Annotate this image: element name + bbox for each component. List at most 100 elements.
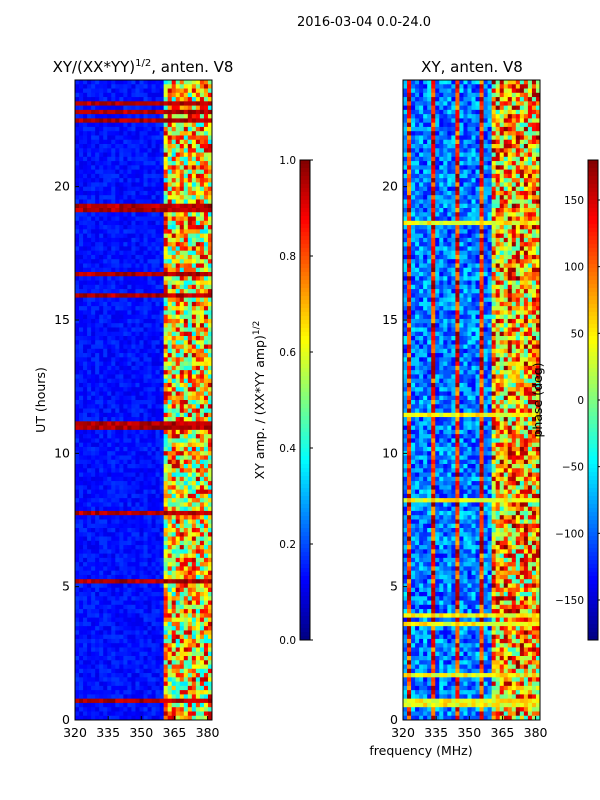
heatmap-cell	[139, 195, 144, 200]
heatmap-cell	[127, 118, 132, 124]
heatmap-cell	[123, 438, 128, 444]
heatmap-cell	[91, 570, 96, 576]
heatmap-cell	[91, 348, 96, 354]
heatmap-cell	[187, 455, 193, 461]
heatmap-cell	[167, 498, 173, 503]
heatmap-cell	[95, 562, 100, 567]
heatmap-cell	[163, 664, 169, 670]
heatmap-cell	[143, 267, 148, 273]
heatmap-cell	[155, 613, 161, 618]
heatmap-cell	[87, 451, 92, 456]
heatmap-cell	[111, 122, 116, 128]
heatmap-cell	[79, 451, 84, 456]
heatmap-cell	[115, 651, 120, 657]
heatmap-cell	[103, 165, 108, 170]
heatmap-cell	[163, 361, 169, 367]
heatmap-cell	[203, 182, 209, 188]
heatmap-cell	[207, 677, 213, 682]
heatmap-cell	[207, 336, 213, 341]
heatmap-cell	[91, 242, 96, 247]
heatmap-cell	[75, 267, 80, 273]
heatmap-cell	[167, 374, 173, 380]
heatmap-cell	[127, 365, 132, 371]
heatmap-cell	[175, 395, 181, 401]
heatmap-cell	[99, 562, 104, 567]
heatmap-cell	[163, 502, 169, 508]
heatmap-cell	[95, 408, 100, 414]
heatmap-cell	[79, 297, 84, 303]
heatmap-cell	[135, 101, 140, 106]
heatmap-cell	[127, 370, 132, 375]
heatmap-cell	[187, 139, 193, 145]
heatmap-cell	[79, 314, 84, 320]
heatmap-cell	[99, 126, 104, 132]
heatmap-cell	[91, 156, 96, 162]
heatmap-cell	[123, 254, 128, 260]
heatmap-cell	[179, 382, 185, 388]
heatmap-cell	[135, 173, 140, 179]
heatmap-cell	[135, 182, 140, 188]
heatmap-cell	[103, 600, 108, 606]
heatmap-cell	[135, 84, 140, 89]
heatmap-cell	[159, 476, 165, 482]
heatmap-cell	[183, 190, 189, 196]
heatmap-cell	[187, 404, 193, 409]
heatmap-cell	[123, 523, 128, 529]
heatmap-cell	[127, 318, 132, 324]
heatmap-cell	[187, 587, 193, 593]
heatmap-cell	[151, 139, 156, 145]
heatmap-cell	[83, 596, 88, 601]
heatmap-cell	[99, 246, 104, 252]
heatmap-cell	[135, 233, 140, 239]
heatmap-cell	[119, 421, 124, 426]
heatmap-cell	[199, 118, 205, 124]
heatmap-cell	[103, 314, 108, 320]
heatmap-cell	[163, 216, 169, 222]
heatmap-cell	[103, 459, 108, 465]
heatmap-cell	[103, 579, 108, 584]
heatmap-cell	[171, 408, 177, 414]
heatmap-cell	[91, 92, 96, 98]
heatmap-cell	[79, 446, 84, 452]
heatmap-cell	[115, 254, 120, 260]
heatmap-cell	[119, 208, 124, 213]
heatmap-cell	[179, 348, 185, 354]
heatmap-cell	[143, 263, 148, 269]
heatmap-cell	[99, 506, 104, 512]
heatmap-cell	[187, 169, 193, 175]
heatmap-cell	[159, 216, 165, 222]
heatmap-cell	[183, 101, 189, 106]
heatmap-cell	[155, 557, 161, 563]
heatmap-cell	[107, 630, 112, 636]
heatmap-cell	[155, 493, 161, 499]
heatmap-cell	[115, 173, 120, 179]
heatmap-cell	[187, 429, 193, 435]
heatmap-cell	[191, 468, 197, 473]
heatmap-cell	[163, 459, 169, 465]
heatmap-cell	[127, 515, 132, 520]
heatmap-cell	[75, 348, 80, 354]
heatmap-cell	[131, 502, 136, 508]
heatmap-cell	[139, 412, 144, 418]
heatmap-cell	[195, 690, 201, 695]
heatmap-cell	[79, 694, 84, 700]
heatmap-cell	[159, 498, 165, 503]
heatmap-cell	[175, 263, 181, 269]
heatmap-cell	[195, 570, 201, 576]
heatmap-cell	[131, 387, 136, 392]
heatmap-cell	[151, 515, 156, 520]
heatmap-cell	[199, 139, 205, 145]
heatmap-cell	[195, 254, 201, 260]
heatmap-cell	[175, 289, 181, 294]
heatmap-cell	[87, 135, 92, 141]
heatmap-cell	[155, 220, 161, 226]
heatmap-cell	[91, 318, 96, 324]
heatmap-cell	[151, 574, 156, 580]
heatmap-cell	[79, 574, 84, 580]
heatmap-cell	[139, 540, 144, 546]
heatmap-cell	[159, 280, 165, 286]
heatmap-cell	[163, 152, 169, 158]
heatmap-cell	[139, 280, 144, 286]
heatmap-cell	[115, 664, 120, 670]
heatmap-cell	[99, 284, 104, 290]
